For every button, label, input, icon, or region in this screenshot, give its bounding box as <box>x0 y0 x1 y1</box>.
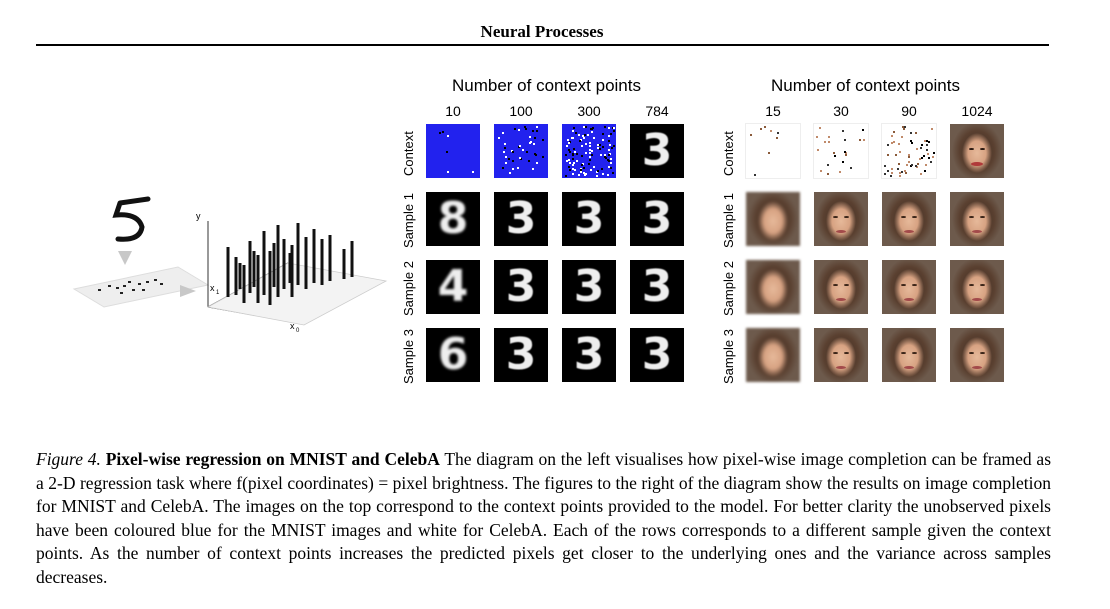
celeba-sample-image <box>882 328 936 382</box>
mnist-context-image <box>562 124 616 178</box>
mnist-context-image: 3 <box>630 124 684 178</box>
celeba-row-label: Context <box>721 131 736 176</box>
caption-body: The diagram on the left visualises how p… <box>36 449 1052 587</box>
celeba-sample-image <box>746 260 800 314</box>
celeba-context-image <box>813 123 869 179</box>
mnist-row-label: Sample 1 <box>401 193 416 248</box>
mnist-sample-image: 3 <box>562 260 616 314</box>
celeba-sample-image <box>814 192 868 246</box>
celeba-sample-image <box>950 192 1004 246</box>
digit-image <box>112 196 151 242</box>
running-header: Neural Processes <box>480 22 604 41</box>
caption-lead: Pixel-wise regression on MNIST and Celeb… <box>105 449 440 469</box>
axis-label-y: y <box>196 211 201 221</box>
mnist-col-label: 100 <box>509 103 533 119</box>
mnist-sample-image: 6 <box>426 328 480 382</box>
celeba-sample-image <box>746 192 800 246</box>
mnist-col-label: 300 <box>577 103 601 119</box>
celeba-row-label: Sample 3 <box>721 329 736 384</box>
celeba-sample-image <box>950 260 1004 314</box>
pixel-plane <box>72 266 210 308</box>
mnist-sample-image: 3 <box>562 192 616 246</box>
celeba-row-label: Sample 2 <box>721 261 736 316</box>
regression-diagram: y x 1 x 0 <box>72 196 388 334</box>
celeba-sample-image <box>882 192 936 246</box>
down-arrow-icon <box>118 251 132 265</box>
mnist-sample-image: 3 <box>494 260 548 314</box>
mnist-sample-image: 3 <box>494 192 548 246</box>
right-arrow-icon <box>180 285 196 297</box>
axis-label-x1: x <box>210 283 215 293</box>
axis-label-x1-sub: 1 <box>216 290 220 296</box>
mnist-row-label: Context <box>401 131 416 176</box>
mnist-context-image <box>426 124 480 178</box>
celeba-context-image <box>881 123 937 179</box>
celeba-col-label: 1024 <box>961 103 993 119</box>
celeba-context-image <box>745 123 801 179</box>
celeba-context-image <box>950 124 1004 178</box>
celeba-sample-image <box>746 328 800 382</box>
axis-label-x0: x <box>290 321 295 331</box>
celeba-sample-image <box>814 260 868 314</box>
celeba-col-label: 15 <box>765 103 781 119</box>
celeba-panel-title: Number of context points <box>771 76 960 95</box>
celeba-col-label: 30 <box>833 103 849 119</box>
mnist-sample-image: 3 <box>630 192 684 246</box>
mnist-sample-image: 3 <box>630 328 684 382</box>
mnist-context-image <box>494 124 548 178</box>
mnist-col-label: 784 <box>645 103 669 119</box>
celeba-sample-image <box>950 328 1004 382</box>
mnist-sample-image: 3 <box>494 328 548 382</box>
celeba-sample-image <box>882 260 936 314</box>
celeba-row-label: Sample 1 <box>721 193 736 248</box>
caption-figure-label: Figure 4. <box>36 449 101 469</box>
header-rule <box>36 44 1049 46</box>
mnist-panel-title: Number of context points <box>452 76 641 95</box>
mnist-row-label: Sample 2 <box>401 261 416 316</box>
celeba-col-label: 90 <box>901 103 917 119</box>
mnist-sample-image: 3 <box>630 260 684 314</box>
celeba-sample-image <box>814 328 868 382</box>
axis-label-x0-sub: 0 <box>296 328 300 334</box>
mnist-sample-image: 4 <box>426 260 480 314</box>
mnist-sample-image: 8 <box>426 192 480 246</box>
mnist-sample-image: 3 <box>562 328 616 382</box>
mnist-row-label: Sample 3 <box>401 329 416 384</box>
mnist-col-label: 10 <box>445 103 461 119</box>
figure-caption: Figure 4. Pixel-wise regression on MNIST… <box>36 448 1051 589</box>
